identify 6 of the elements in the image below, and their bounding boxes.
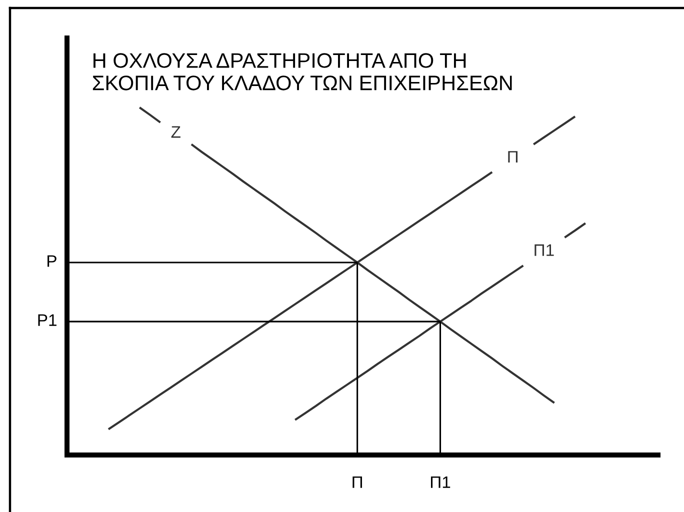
series-label: Z — [171, 126, 180, 138]
series-label: P1 — [38, 314, 56, 326]
chart-title: Η ΟΧΛΟΥΣΑ ΔΡΑΣΤΗΡΙΟΤΗΤΑ ΑΠΟ ΤΗ ΣΚΟΠΙΑ ΤΟΥ ΚΛΑΔΟΥ ΤΩΝ ΕΠΙΧΕΙΡΗΣΕΩΝ — [92, 53, 512, 90]
series-label: Π1 — [534, 244, 554, 256]
series-label: Π — [508, 151, 518, 163]
series-label: P — [48, 255, 56, 267]
